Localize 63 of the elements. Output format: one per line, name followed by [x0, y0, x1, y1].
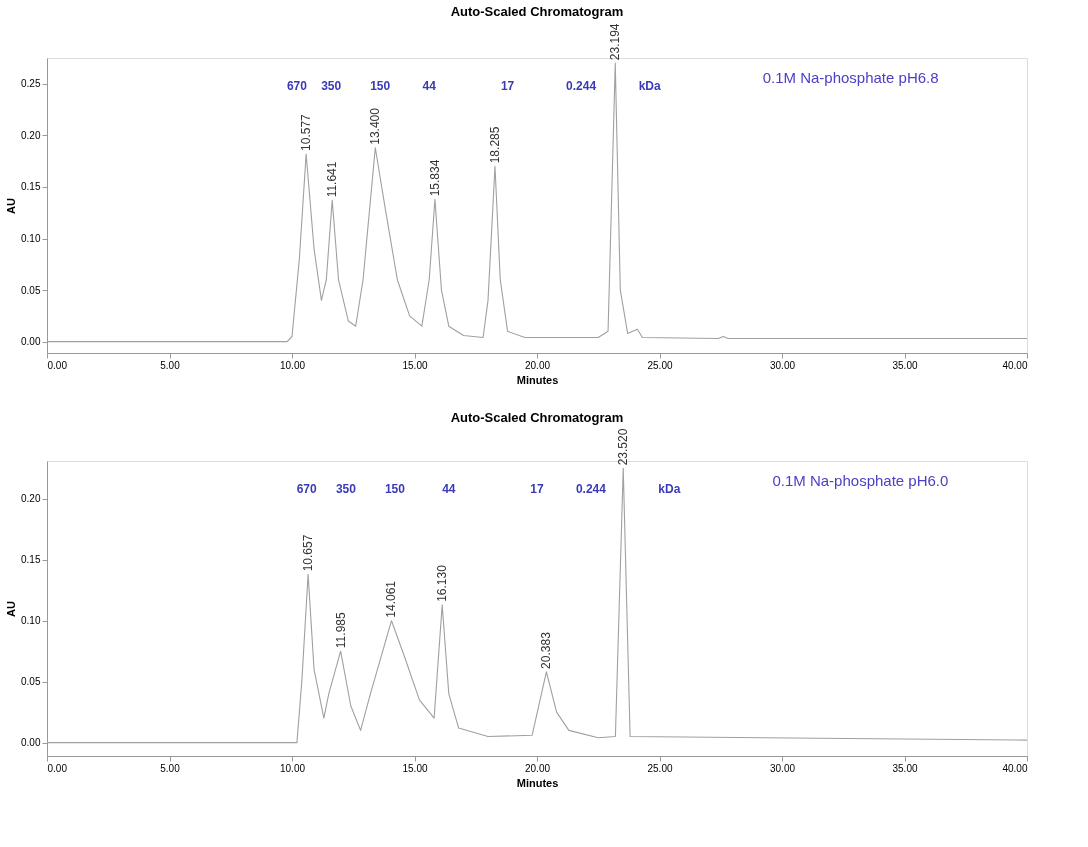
y-tick-label: 0.00	[21, 336, 41, 348]
annotation: 23.194	[608, 23, 623, 61]
chart-title: Auto-Scaled Chromatogram	[450, 4, 624, 20]
annotation: 17	[500, 79, 515, 93]
x-tick-label: 20.00	[524, 359, 551, 371]
annotation: 11.641	[325, 161, 340, 198]
y-tick-label: 0.05	[21, 676, 41, 688]
y-tick-label: 0.20	[21, 129, 41, 141]
x-axis-title: Minutes	[516, 776, 559, 789]
annotation: 16.130	[435, 564, 450, 602]
annotation: 0.244	[566, 79, 597, 93]
x-tick-label: 40.00	[1002, 762, 1028, 774]
annotation: 17	[530, 482, 544, 496]
x-tick-label: 5.00	[160, 762, 181, 774]
annotation: 350	[321, 79, 342, 93]
x-tick-label: 10.00	[279, 359, 306, 371]
annotation: 11.985	[333, 612, 348, 649]
annotation: 44	[442, 482, 456, 496]
x-tick-label: 15.00	[402, 359, 428, 371]
chart-title: Auto-Scaled Chromatogram	[450, 409, 624, 425]
x-axis-title: Minutes	[516, 373, 559, 386]
x-tick-label: 30.00	[769, 359, 796, 371]
annotation: 44	[422, 79, 437, 93]
annotation: 15.834	[427, 159, 442, 197]
x-tick-label: 15.00	[402, 762, 428, 774]
x-tick-label: 5.00	[160, 359, 181, 371]
y-tick-label: 0.05	[21, 284, 41, 296]
annotation: 670	[286, 79, 308, 93]
x-tick-label: 35.00	[892, 359, 918, 371]
x-tick-label: 25.00	[647, 762, 673, 774]
y-tick-label: 0.10	[21, 233, 41, 245]
x-tick-label: 0.00	[47, 359, 68, 371]
annotation: kDa	[638, 79, 662, 93]
annotation: 18.285	[487, 126, 502, 164]
annotation: 14.061	[384, 580, 399, 618]
annotation: 350	[335, 482, 357, 496]
annotation: 670	[296, 482, 318, 496]
y-tick-label: 0.25	[21, 78, 41, 90]
y-tick-label: 0.15	[21, 181, 41, 193]
y-tick-label: 0.15	[21, 554, 41, 566]
annotation: 20.383	[539, 631, 554, 669]
annotation: 0.244	[575, 482, 607, 496]
x-tick-label: 35.00	[892, 762, 918, 774]
y-axis-title: AU	[5, 198, 18, 214]
y-tick-label: 0.00	[21, 737, 41, 749]
y-tick-label: 0.20	[21, 493, 41, 505]
annotation: 0.1M Na-phosphate pH6.8	[762, 69, 939, 86]
x-tick-label: 0.00	[47, 762, 68, 774]
x-tick-label: 10.00	[279, 762, 306, 774]
x-tick-label: 30.00	[769, 762, 796, 774]
annotation: 10.577	[299, 113, 314, 151]
annotation: 10.657	[301, 534, 316, 572]
annotation: 150	[384, 482, 406, 496]
x-tick-label: 25.00	[647, 359, 673, 371]
x-tick-label: 40.00	[1002, 359, 1028, 371]
x-tick-label: 20.00	[524, 762, 551, 774]
annotation: kDa	[658, 482, 681, 496]
annotation: 150	[370, 79, 391, 93]
annotation: 13.400	[368, 107, 383, 145]
annotation: 23.520	[616, 428, 631, 466]
annotation: 0.1M Na-phosphate pH6.0	[772, 472, 949, 489]
y-axis-title: AU	[5, 601, 18, 617]
y-tick-label: 0.10	[21, 615, 41, 627]
